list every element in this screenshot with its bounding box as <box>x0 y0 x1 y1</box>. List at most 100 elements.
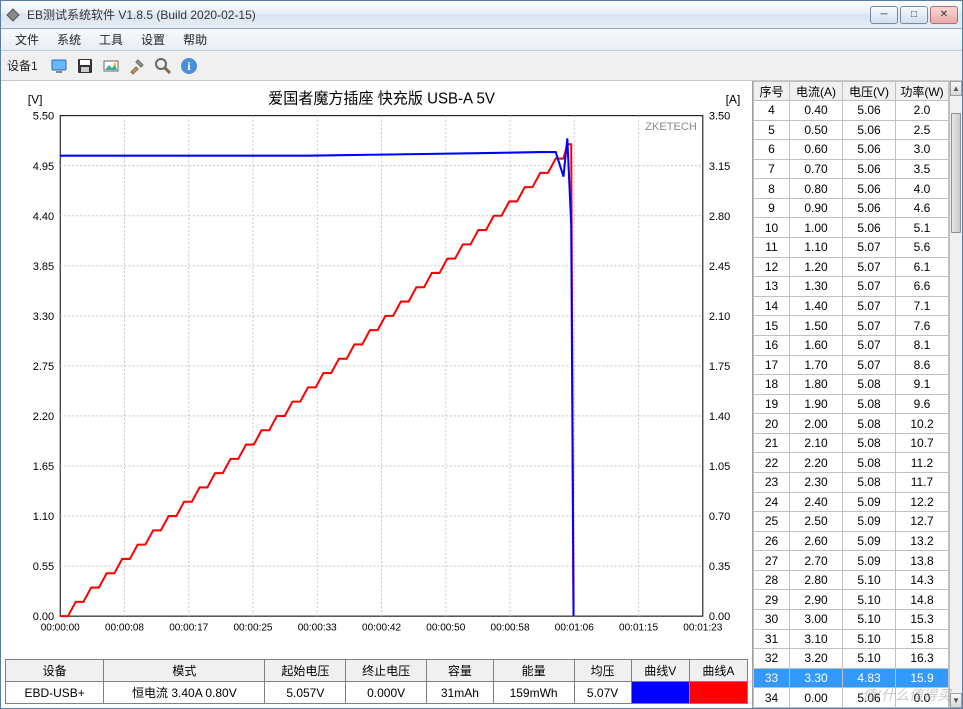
grid-cell: 5.08 <box>843 433 896 453</box>
table-row[interactable]: 70.705.063.5 <box>754 159 949 179</box>
table-row[interactable]: 90.905.064.6 <box>754 198 949 218</box>
grid-header[interactable]: 电流(A) <box>790 82 843 101</box>
table-row[interactable]: 252.505.0912.7 <box>754 512 949 532</box>
data-grid[interactable]: 序号电流(A)电压(V)功率(W)40.405.062.050.505.062.… <box>753 81 949 708</box>
table-row[interactable]: 340.005.060.0 <box>754 688 949 708</box>
scrollbar[interactable]: ▲ ▼ <box>949 81 962 708</box>
zoom-icon[interactable] <box>152 55 174 77</box>
table-row[interactable]: 131.305.076.6 <box>754 277 949 297</box>
table-row[interactable]: 161.605.078.1 <box>754 335 949 355</box>
grid-cell: 15.3 <box>896 610 949 630</box>
maximize-button[interactable]: □ <box>900 6 928 24</box>
summary-header: 能量 <box>493 660 574 682</box>
grid-cell: 1.20 <box>790 257 843 277</box>
table-row[interactable]: 303.005.1015.3 <box>754 610 949 630</box>
grid-cell: 1.10 <box>790 238 843 258</box>
summary-cell: 0.000V <box>346 682 427 704</box>
svg-text:2.75: 2.75 <box>33 361 54 373</box>
grid-cell: 5.08 <box>843 394 896 414</box>
grid-header[interactable]: 功率(W) <box>896 82 949 101</box>
svg-text:ZKETECH: ZKETECH <box>645 121 696 133</box>
summary-cell: EBD-USB+ <box>6 682 104 704</box>
save-icon[interactable] <box>74 55 96 77</box>
svg-text:2.80: 2.80 <box>709 211 730 223</box>
summary-cell: 5.057V <box>265 682 346 704</box>
summary-cell: 159mWh <box>493 682 574 704</box>
grid-cell: 0.70 <box>790 159 843 179</box>
menu-file[interactable]: 文件 <box>7 29 47 50</box>
device-label: 设备1 <box>7 57 38 74</box>
info-icon[interactable]: i <box>178 55 200 77</box>
grid-cell: 5.08 <box>843 472 896 492</box>
table-row[interactable]: 151.505.077.6 <box>754 316 949 336</box>
table-row[interactable]: 212.105.0810.7 <box>754 433 949 453</box>
svg-text:2.20: 2.20 <box>33 411 54 423</box>
table-row[interactable]: 80.805.064.0 <box>754 179 949 199</box>
grid-cell: 2.20 <box>790 453 843 473</box>
grid-cell: 2.60 <box>790 531 843 551</box>
titlebar[interactable]: EB测试系统软件 V1.8.5 (Build 2020-02-15) ─ □ ✕ <box>1 1 962 29</box>
grid-cell: 15 <box>754 316 790 336</box>
table-row[interactable]: 222.205.0811.2 <box>754 453 949 473</box>
grid-header[interactable]: 序号 <box>754 82 790 101</box>
grid-cell: 1.70 <box>790 355 843 375</box>
summary-header: 均压 <box>574 660 631 682</box>
table-row[interactable]: 60.605.063.0 <box>754 140 949 160</box>
table-row[interactable]: 282.805.1014.3 <box>754 570 949 590</box>
summary-header: 设备 <box>6 660 104 682</box>
grid-cell: 10.7 <box>896 433 949 453</box>
grid-cell: 7.6 <box>896 316 949 336</box>
table-row[interactable]: 40.405.062.0 <box>754 101 949 121</box>
svg-text:2.10: 2.10 <box>709 311 730 323</box>
grid-cell: 2.90 <box>790 590 843 610</box>
grid-cell: 5.06 <box>843 218 896 238</box>
table-row[interactable]: 272.705.0913.8 <box>754 551 949 571</box>
menu-settings[interactable]: 设置 <box>133 29 173 50</box>
table-row[interactable]: 333.304.8315.9 <box>754 668 949 688</box>
chart[interactable]: 爱国者魔方插座 快充版 USB-A 5VZKETECH[V][A]0.000.5… <box>5 85 748 657</box>
table-row[interactable]: 313.105.1015.8 <box>754 629 949 649</box>
table-row[interactable]: 232.305.0811.7 <box>754 472 949 492</box>
table-row[interactable]: 262.605.0913.2 <box>754 531 949 551</box>
svg-text:0.70: 0.70 <box>709 511 730 523</box>
table-row[interactable]: 101.005.065.1 <box>754 218 949 238</box>
grid-cell: 13.2 <box>896 531 949 551</box>
grid-cell: 5.06 <box>843 101 896 121</box>
table-row[interactable]: 191.905.089.6 <box>754 394 949 414</box>
table-row[interactable]: 202.005.0810.2 <box>754 414 949 434</box>
svg-text:00:00:17: 00:00:17 <box>169 622 208 633</box>
grid-cell: 1.30 <box>790 277 843 297</box>
table-row[interactable]: 111.105.075.6 <box>754 238 949 258</box>
grid-cell: 8.6 <box>896 355 949 375</box>
close-button[interactable]: ✕ <box>930 6 958 24</box>
monitor-icon[interactable] <box>48 55 70 77</box>
svg-text:0.35: 0.35 <box>709 561 730 573</box>
grid-cell: 5.08 <box>843 375 896 395</box>
grid-cell: 0.90 <box>790 198 843 218</box>
summary-table: 设备模式起始电压终止电压容量能量均压曲线V曲线A EBD-USB+恒电流 3.4… <box>5 659 748 704</box>
table-row[interactable]: 171.705.078.6 <box>754 355 949 375</box>
scroll-up-icon[interactable]: ▲ <box>950 81 962 96</box>
table-row[interactable]: 181.805.089.1 <box>754 375 949 395</box>
summary-header: 模式 <box>104 660 265 682</box>
grid-cell: 15.9 <box>896 668 949 688</box>
tools-icon[interactable] <box>126 55 148 77</box>
grid-cell: 0.00 <box>790 688 843 708</box>
scroll-thumb[interactable] <box>951 113 961 233</box>
table-row[interactable]: 292.905.1014.8 <box>754 590 949 610</box>
grid-cell: 5.09 <box>843 512 896 532</box>
svg-text:00:00:50: 00:00:50 <box>426 622 465 633</box>
table-row[interactable]: 141.405.077.1 <box>754 296 949 316</box>
table-row[interactable]: 242.405.0912.2 <box>754 492 949 512</box>
scroll-down-icon[interactable]: ▼ <box>950 693 962 708</box>
table-row[interactable]: 50.505.062.5 <box>754 120 949 140</box>
grid-header[interactable]: 电压(V) <box>843 82 896 101</box>
menu-system[interactable]: 系统 <box>49 29 89 50</box>
table-row[interactable]: 121.205.076.1 <box>754 257 949 277</box>
table-row[interactable]: 323.205.1016.3 <box>754 649 949 669</box>
minimize-button[interactable]: ─ <box>870 6 898 24</box>
menu-tools[interactable]: 工具 <box>91 29 131 50</box>
picture-icon[interactable] <box>100 55 122 77</box>
menu-help[interactable]: 帮助 <box>175 29 215 50</box>
svg-text:1.75: 1.75 <box>709 361 730 373</box>
